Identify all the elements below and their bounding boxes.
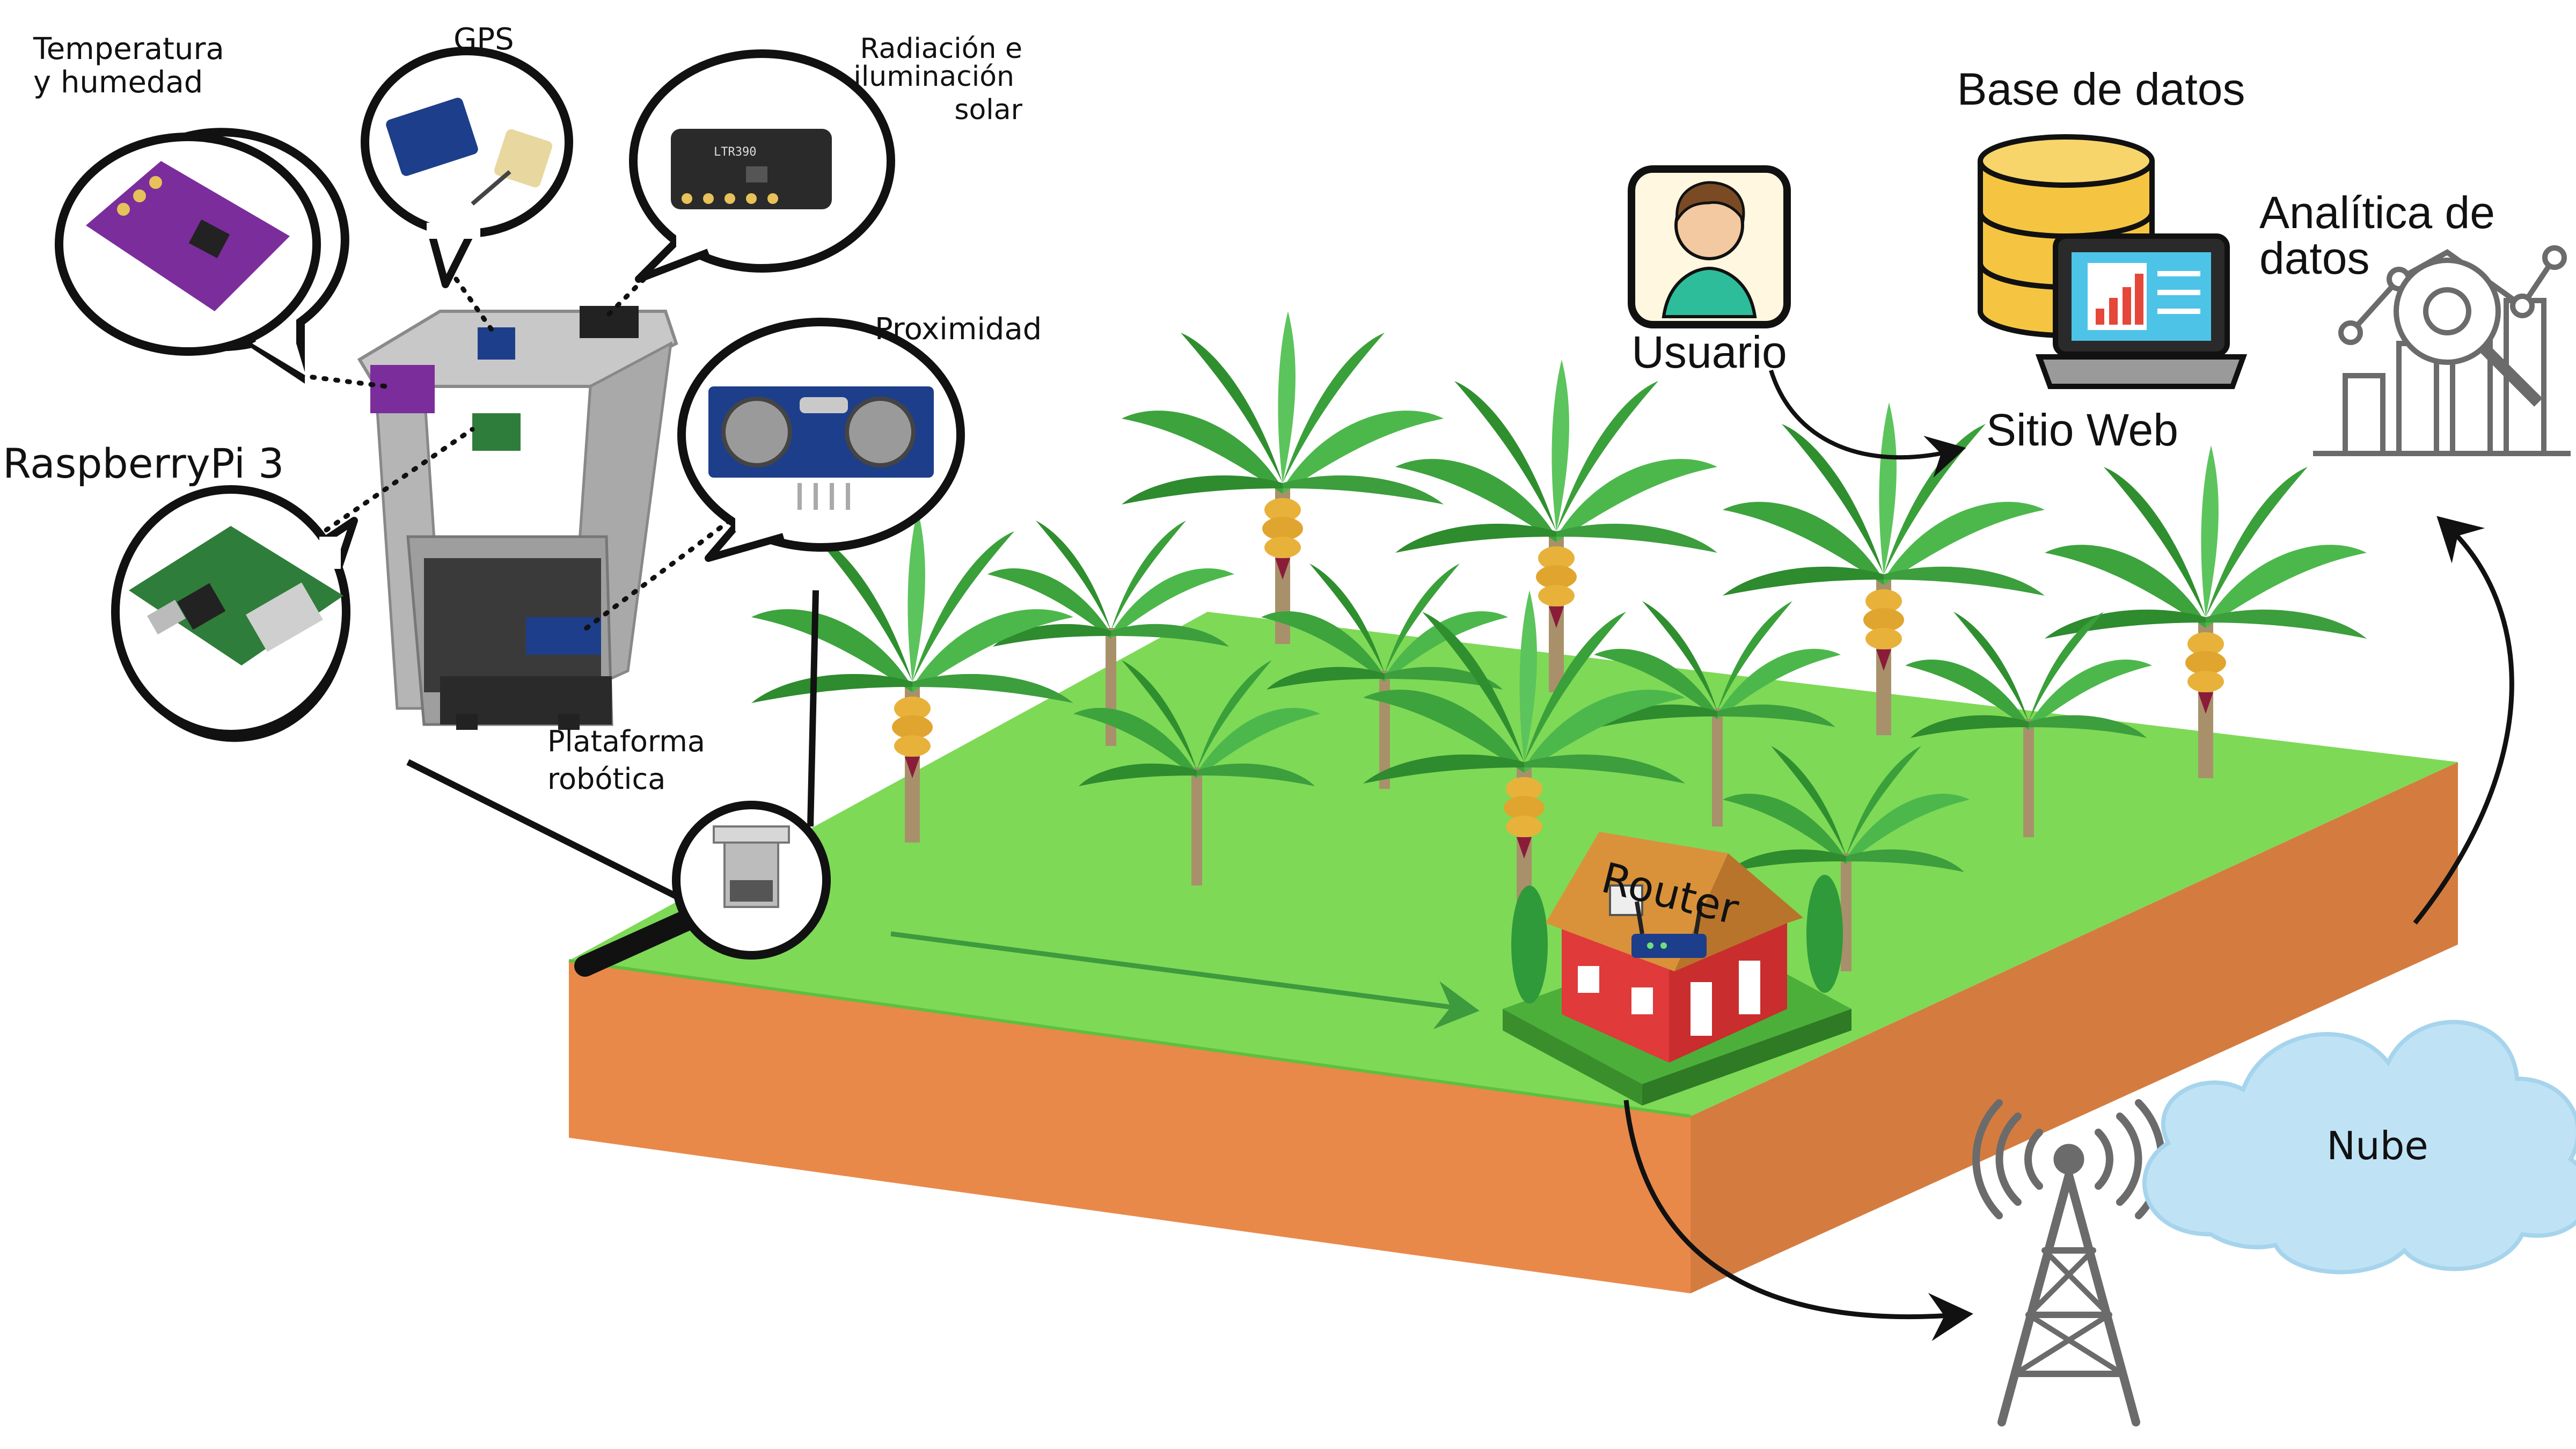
soil-front [569,961,1690,1293]
label-platform-1: Plataforma [547,724,705,758]
sensor-connectors [298,276,733,636]
field-block [568,612,2458,1293]
field-to-tower-arrow [1623,1100,1973,1341]
router-icon [1631,901,1707,958]
label-radiation-1: Radiación e [860,33,1022,65]
gps-module-icon [386,98,553,206]
laptop-chart-icon [2035,233,2248,389]
svg-text:LTR390: LTR390 [714,145,756,159]
robot-platform-icon [713,825,790,908]
house-icon: Router [1503,832,1851,1106]
person-icon [1662,181,1757,318]
bubble-light: LTR390 [629,49,895,283]
antenna-tower-icon [1972,1099,2165,1426]
label-temperature-1: Temperatura [33,32,224,67]
cloud-icon: Nube [2142,1020,2576,1275]
soil-side [1690,762,2458,1293]
label-analytics-2: datos [2259,233,2370,283]
label-radiation-2: iluminación [853,61,1014,93]
user-to-web-arrow [1769,369,1966,478]
raspberry-pi-icon [129,526,343,665]
cloud-to-analytics-arrow [2413,516,2514,925]
label-cloud: Nube [2326,1123,2428,1168]
analytics-chart-icon [2313,245,2571,456]
bubble-proximity [677,318,965,562]
bubble-gps [361,47,573,288]
robot-platform-main [357,306,678,730]
label-gps: GPS [453,22,514,57]
label-raspberry: RaspberryPi 3 [3,440,284,487]
ultrasonic-sensor-icon [708,386,934,510]
magnifier-icon [406,590,831,977]
grass-top [569,612,2458,1116]
humidity-sensor-icon [86,161,290,311]
label-analytics-1: Analítica de [2259,187,2495,238]
data-flow-arrow [890,931,1480,1029]
label-platform-2: robótica [547,762,665,796]
user-card: Usuario [1628,165,1791,377]
label-proximity: Proximidad [875,312,1042,347]
label-temperature-2: y humedad [33,65,203,100]
bubble-raspberry [111,485,358,742]
bubble-temperature [55,128,349,384]
label-radiation-3: solar [954,94,1022,126]
label-website: Sitio Web [1986,405,2178,455]
label-database: Base de datos [1957,64,2245,114]
light-sensor-icon: LTR390 [671,129,832,209]
label-user: Usuario [1631,327,1787,377]
